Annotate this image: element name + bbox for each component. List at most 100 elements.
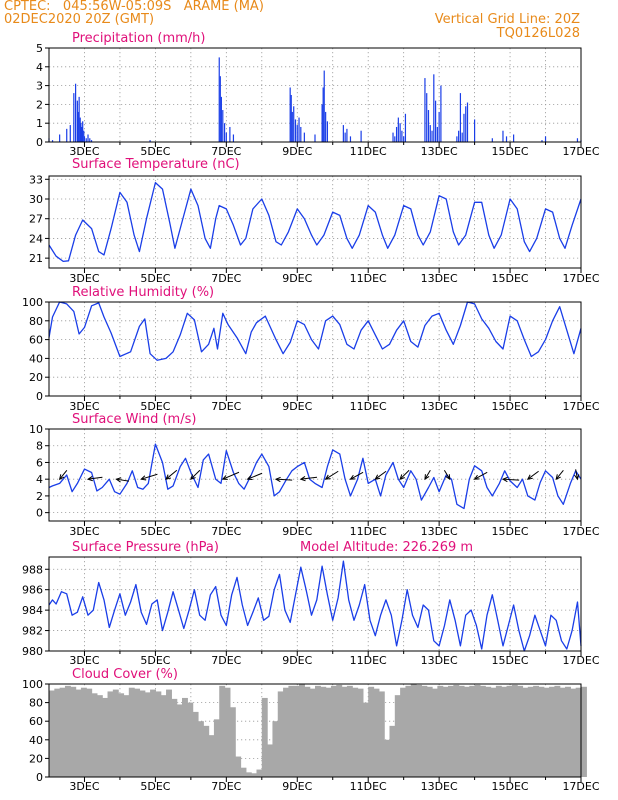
cloud-bar [432,688,438,777]
wind-arrow-head [274,476,281,483]
cloud-bar [251,773,258,777]
precip-xtick-label: 7DEC [211,145,241,158]
wind-arrow-head [324,474,331,480]
precip-bar [463,113,465,142]
precip-bar [456,136,458,142]
precip-bar [576,138,579,142]
cloud-bar [389,725,396,777]
temperature-ytick-label: 27 [29,213,43,226]
precip-bar [427,110,430,142]
wind-arrow-head [424,474,430,481]
cloud-bar [442,686,449,777]
precip-bar [434,100,437,142]
cloud-bar [166,689,172,777]
pressure-xtick-label: 13DEC [421,654,458,667]
cloud-bar [134,688,141,777]
cloud-ytick-label: 100 [22,678,43,691]
precip-bar [326,121,329,142]
precip-bar [505,136,508,142]
precip-bar [344,132,346,142]
wind-panel: 3DEC 5DEC 7DEC 9DEC 11DEC 13DEC 15DEC 17DEC 0 2 4 6… [29,412,600,538]
precip-bar [66,128,68,142]
cloud-bar [102,697,109,777]
wind-arrow-head [140,475,147,481]
cloud-bar [208,735,215,777]
cloud-bar [299,684,305,777]
cloud-bar [416,684,422,777]
cloud-bar [575,687,582,777]
temperature-xtick-label: 17DEC [562,272,599,285]
cloud-xtick-label: 7DEC [211,780,241,793]
cloud-bar [54,688,61,777]
precip-bar [149,140,151,142]
cloud-bar [64,685,71,777]
precip-bar [85,138,87,142]
humidity-title: Relative Humidity (%) [72,285,214,300]
humidity-frame [48,301,582,397]
cloud-bar [128,687,135,777]
wind-arrow [325,470,339,480]
wind-arrow [300,476,318,480]
cloud-bar [192,711,199,777]
humidity-ytick-label: 80 [29,315,43,328]
wind-line [48,443,582,510]
cloud-bar [490,687,497,777]
cloud-bar [293,685,300,777]
pressure-xtick-label: 9DEC [282,654,312,667]
precip-bar [220,96,222,142]
wind-xtick-label: 17DEC [562,525,599,538]
pressure-panel: 3DEC 5DEC 7DEC 9DEC 11DEC 13DEC 15DEC 17DEC 980 9… [22,540,600,667]
wind-xtick-label: 15DEC [492,525,529,538]
precip-bar [77,111,79,142]
precip-bar [474,119,476,142]
wind-arrow [443,470,451,480]
precip-bar [541,140,543,142]
cloud-bar [437,685,444,777]
precip-bar [401,130,403,142]
wind-xtick-label: 13DEC [421,525,458,538]
cloud-bar [554,685,561,777]
temperature-xtick-label: 5DEC [140,272,170,285]
precip-ytick-label: 1 [36,117,43,130]
cloud-bar [229,707,236,777]
precip-ytick-label: 3 [36,80,43,93]
precip-title: Precipitation (mm/h) [72,31,205,46]
wind-ytick-label: 8 [36,440,43,453]
temperature-ytick-label: 24 [29,232,43,245]
pressure-xtick-label: 7DEC [211,654,241,667]
cloud-bar [474,684,481,777]
wind-arrow-head [246,475,253,480]
precip-bar [73,93,75,142]
temperature-xtick-label: 9DEC [282,272,312,285]
cloud-xtick-label: 5DEC [140,780,170,793]
cloud-ytick-label: 60 [29,715,43,728]
wind-arrow [474,471,488,480]
wind-ytick-label: 4 [36,473,43,486]
precip-bar [232,134,235,142]
precip-bar [424,78,426,142]
pressure-xtick-label: 11DEC [350,654,387,667]
cloud-bar [86,688,93,777]
wind-xtick-label: 11DEC [350,525,387,538]
wind-arrow-head [190,474,196,480]
temperature-line [48,181,582,263]
wind-arrow-head [115,477,122,483]
cloud-bar [213,719,220,777]
cloud-bar [368,686,375,777]
precip-bar [458,130,460,142]
precip-bar [465,106,467,142]
wind-arrow-head [349,474,356,480]
precip-bar [429,125,431,142]
precip-bar [222,110,224,142]
temperature-frame [48,175,582,269]
precip-bar [82,121,84,142]
humidity-line [48,301,582,361]
cloud-xtick-label: 11DEC [350,780,387,793]
cloud-ytick-label: 20 [29,752,43,765]
cloud-bar [378,691,385,777]
temperature-xtick-label: 7DEC [211,272,241,285]
precip-bar [90,140,93,142]
precip-bar [300,126,302,142]
wind-arrow [141,473,158,480]
